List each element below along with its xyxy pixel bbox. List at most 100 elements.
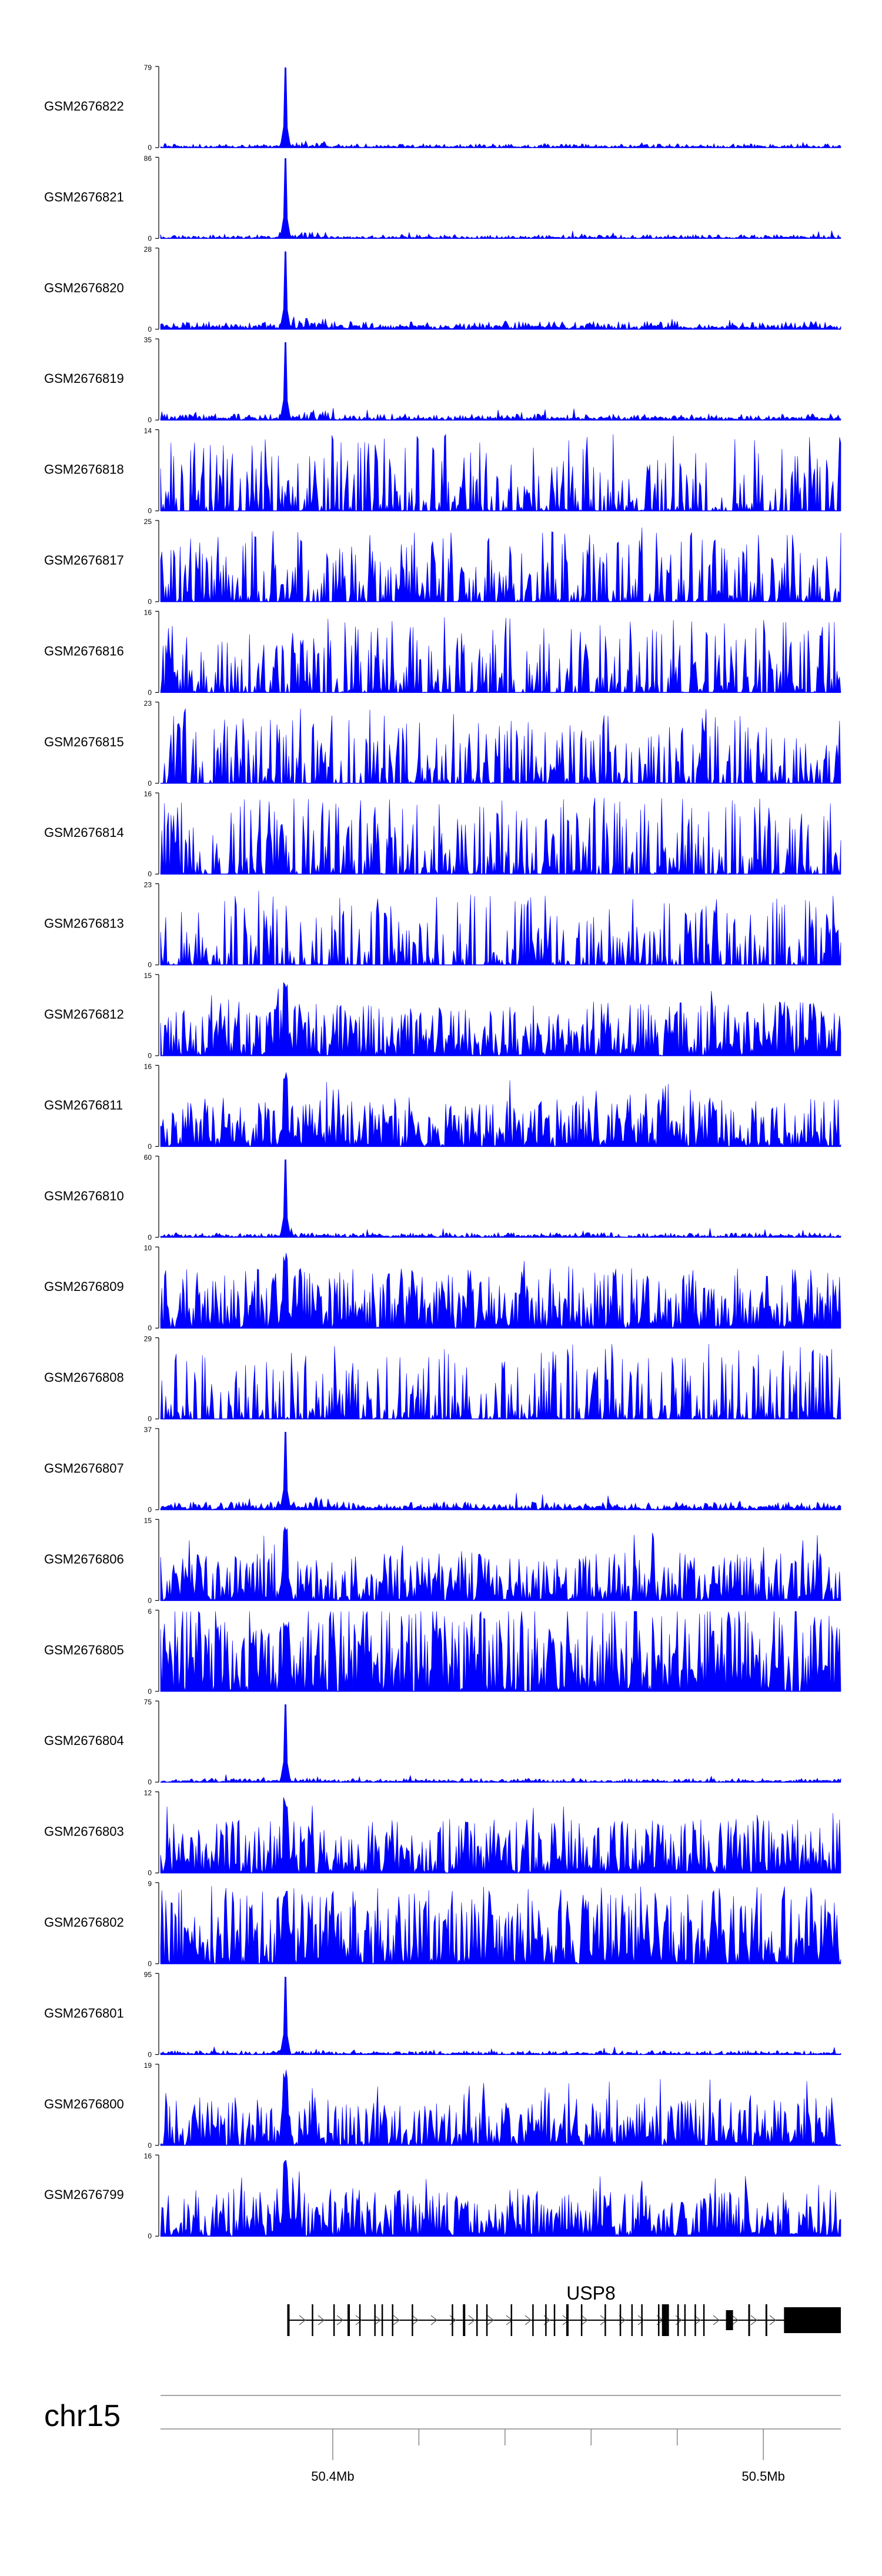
track-GSM2676822: GSM2676822 79 0 bbox=[44, 64, 841, 152]
track-label: GSM2676818 bbox=[44, 462, 124, 477]
exon bbox=[566, 2304, 569, 2336]
exon bbox=[412, 2304, 413, 2336]
exon bbox=[631, 2304, 633, 2336]
track-label: GSM2676806 bbox=[44, 1551, 124, 1566]
track-GSM2676799: GSM2676799 16 0 bbox=[44, 2152, 841, 2240]
track-GSM2676813: GSM2676813 23 0 bbox=[44, 881, 841, 969]
track-label: GSM2676804 bbox=[44, 1733, 124, 1748]
y-min-label: 0 bbox=[148, 2141, 152, 2150]
track-GSM2676800: GSM2676800 19 0 bbox=[44, 2061, 841, 2150]
y-max-label: 28 bbox=[144, 245, 152, 253]
track-GSM2676810: GSM2676810 60 0 bbox=[44, 1153, 841, 1242]
y-max-label: 10 bbox=[144, 1244, 152, 1252]
track-GSM2676808: GSM2676808 29 0 bbox=[44, 1335, 841, 1423]
exon bbox=[392, 2304, 393, 2336]
track-label: GSM2676812 bbox=[44, 1007, 124, 1022]
exon bbox=[359, 2304, 361, 2336]
y-max-label: 79 bbox=[144, 64, 152, 72]
y-min-label: 0 bbox=[148, 779, 152, 788]
y-min-label: 0 bbox=[148, 598, 152, 606]
track-GSM2676812: GSM2676812 15 0 bbox=[44, 972, 841, 1060]
strand-arrow bbox=[374, 2315, 381, 2325]
coverage-area bbox=[160, 1610, 841, 1692]
y-max-label: 60 bbox=[144, 1153, 152, 1162]
coverage-area bbox=[160, 527, 841, 602]
exon bbox=[657, 2304, 660, 2336]
track-label: GSM2676815 bbox=[44, 735, 124, 749]
coverage-area bbox=[160, 2070, 841, 2146]
strand-arrow bbox=[524, 2315, 532, 2325]
track-label: GSM2676802 bbox=[44, 1915, 124, 1930]
y-min-label: 0 bbox=[148, 961, 152, 969]
y-max-label: 9 bbox=[148, 1880, 152, 1888]
coverage-area bbox=[160, 251, 841, 330]
exon bbox=[580, 2304, 583, 2336]
y-max-label: 6 bbox=[148, 1607, 152, 1616]
track-label: GSM2676809 bbox=[44, 1279, 124, 1294]
track-label: GSM2676805 bbox=[44, 1643, 124, 1657]
exon bbox=[348, 2304, 350, 2336]
utr-3prime bbox=[784, 2307, 841, 2333]
coverage-area bbox=[160, 1977, 841, 2056]
track-GSM2676817: GSM2676817 25 0 bbox=[44, 518, 841, 606]
axis-tick-label: 50.5Mb bbox=[741, 2469, 784, 2484]
track-GSM2676805: GSM2676805 6 0 bbox=[44, 1607, 841, 1696]
track-label: GSM2676821 bbox=[44, 189, 124, 204]
strand-arrow bbox=[412, 2315, 419, 2325]
exon bbox=[452, 2304, 453, 2336]
coverage-area bbox=[160, 617, 841, 693]
y-max-label: 29 bbox=[144, 1335, 152, 1343]
y-min-label: 0 bbox=[148, 507, 152, 515]
coverage-area bbox=[160, 890, 841, 966]
y-min-label: 0 bbox=[148, 688, 152, 696]
track-GSM2676819: GSM2676819 35 0 bbox=[44, 336, 841, 424]
track-GSM2676807: GSM2676807 37 0 bbox=[44, 1426, 841, 1514]
coverage-area bbox=[160, 1526, 841, 1601]
genome-axis: chr15 50.4Mb 50.5Mb bbox=[44, 2395, 841, 2484]
track-GSM2676821: GSM2676821 86 0 bbox=[44, 154, 841, 242]
y-max-label: 35 bbox=[144, 336, 152, 344]
y-max-label: 37 bbox=[144, 1426, 152, 1434]
track-GSM2676802: GSM2676802 9 0 bbox=[44, 1880, 841, 1968]
exon bbox=[381, 2304, 383, 2336]
exon bbox=[486, 2304, 488, 2336]
strand-arrow bbox=[694, 2315, 701, 2325]
y-min-label: 0 bbox=[148, 144, 152, 152]
exon bbox=[765, 2304, 767, 2336]
y-max-label: 16 bbox=[144, 2152, 152, 2160]
strand-arrow bbox=[318, 2315, 325, 2325]
y-max-label: 19 bbox=[144, 2061, 152, 2070]
exon bbox=[463, 2304, 466, 2336]
y-min-label: 0 bbox=[148, 416, 152, 424]
exon bbox=[726, 2310, 733, 2330]
track-GSM2676801: GSM2676801 95 0 bbox=[44, 1970, 841, 2058]
axis-tick-label: 50.4Mb bbox=[311, 2469, 354, 2484]
coverage-area bbox=[160, 1432, 841, 1511]
track-label: GSM2676813 bbox=[44, 916, 124, 931]
strand-arrow bbox=[355, 2315, 362, 2325]
track-GSM2676803: GSM2676803 12 0 bbox=[44, 1789, 841, 1877]
gene-track: USP8 bbox=[287, 2283, 841, 2336]
exon bbox=[604, 2304, 606, 2336]
exon bbox=[703, 2304, 705, 2336]
coverage-area bbox=[160, 2160, 841, 2237]
coverage-area bbox=[160, 1072, 841, 1147]
track-GSM2676820: GSM2676820 28 0 bbox=[44, 245, 841, 333]
y-max-label: 12 bbox=[144, 1789, 152, 1797]
y-min-label: 0 bbox=[148, 2050, 152, 2058]
strand-arrow bbox=[487, 2315, 494, 2325]
strand-arrow bbox=[600, 2315, 607, 2325]
coverage-area bbox=[160, 67, 841, 148]
y-max-label: 23 bbox=[144, 881, 152, 889]
track-label: GSM2676810 bbox=[44, 1189, 124, 1203]
track-GSM2676816: GSM2676816 16 0 bbox=[44, 608, 841, 696]
exon bbox=[748, 2304, 750, 2336]
track-label: GSM2676803 bbox=[44, 1824, 124, 1839]
strand-arrow bbox=[750, 2315, 757, 2325]
exon bbox=[684, 2304, 686, 2336]
strand-arrow bbox=[637, 2315, 644, 2325]
y-min-label: 0 bbox=[148, 1142, 152, 1150]
strand-arrow bbox=[299, 2315, 306, 2325]
coverage-area bbox=[160, 1886, 841, 1964]
